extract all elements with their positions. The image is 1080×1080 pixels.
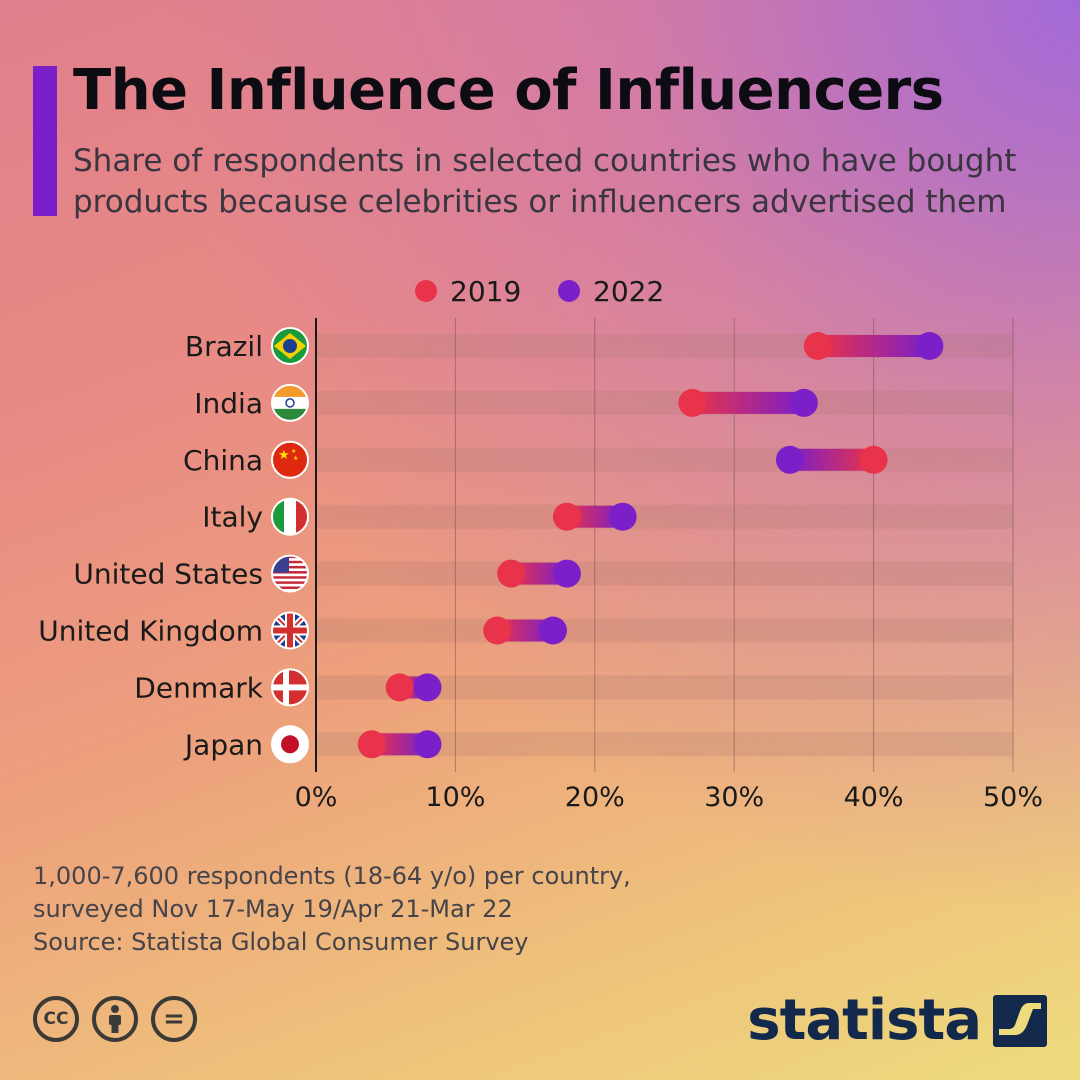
attribution-icon[interactable] (92, 996, 138, 1042)
statista-logo-icon (993, 994, 1047, 1047)
dot-2019 (552, 502, 581, 531)
category-label: Japan (183, 728, 263, 761)
category-label: Italy (202, 501, 263, 534)
category-label: United Kingdom (38, 615, 263, 648)
brazil-flag-icon (271, 327, 309, 365)
united-states-flag-icon (271, 554, 309, 593)
dot-2019 (357, 730, 386, 759)
dot-2019 (483, 616, 512, 645)
connector-bar (566, 505, 623, 528)
statista-brand[interactable]: statista (747, 988, 1047, 1053)
india-flag-icon (271, 383, 309, 422)
footer-source: Source: Statista Global Consumer Survey (33, 928, 529, 956)
dot-2022 (552, 559, 581, 588)
person-icon (109, 1005, 121, 1033)
category-label: India (194, 387, 263, 420)
x-tick-label: 40% (844, 782, 904, 813)
dot-2019 (678, 388, 707, 417)
license-icons: CC = (33, 996, 197, 1042)
row-band (316, 447, 1013, 472)
china-flag-icon: ★ ★★ (271, 440, 309, 479)
row-band (316, 561, 1013, 586)
category-label: Brazil (185, 330, 263, 363)
united-kingdom-flag-icon (271, 611, 309, 650)
footer-note: 1,000-7,600 respondents (18-64 y/o) per … (33, 862, 631, 923)
dot-2019 (385, 673, 414, 702)
row-band (316, 618, 1013, 643)
svg-text:★: ★ (291, 448, 296, 455)
x-tick-label: 10% (425, 782, 485, 813)
japan-flag-icon (271, 725, 309, 764)
category-label: Denmark (134, 671, 263, 704)
dot-2022 (915, 332, 944, 360)
row-band (316, 390, 1013, 415)
dot-2022 (413, 673, 442, 702)
svg-text:★: ★ (293, 455, 298, 462)
connector-bar (692, 391, 804, 414)
x-tick-label: 0% (295, 782, 338, 813)
category-label: China (183, 444, 263, 477)
connector-bar (789, 448, 874, 471)
title-accent-bar (33, 66, 57, 216)
italy-flag-icon (271, 497, 309, 536)
dumbbell-chart: 2019 2022 0% 10% 20% 30% 40% 50% Brazil India Ch… (38, 275, 1043, 813)
dot-2022 (538, 616, 567, 645)
chart-subtitle: Share of respondents in selected countri… (73, 143, 1017, 220)
chart-title: The Influence of Influencers (73, 58, 944, 123)
dot-2019 (497, 559, 526, 588)
no-derivatives-icon[interactable]: = (151, 996, 197, 1042)
connector-bar (817, 335, 930, 357)
denmark-flag-icon (271, 668, 309, 707)
connector-bar (497, 619, 553, 642)
creative-commons-icon[interactable]: CC (33, 996, 79, 1042)
svg-text:★: ★ (278, 448, 290, 463)
dot-2022 (775, 445, 804, 474)
dot-2019 (859, 445, 888, 474)
legend-label-2019: 2019 (450, 275, 521, 308)
dot-2022 (789, 388, 818, 417)
dot-2022 (413, 730, 442, 759)
legend-marker-2022 (558, 280, 580, 302)
category-label: United States (73, 558, 263, 591)
x-tick-label: 30% (704, 782, 764, 813)
connector-bar (371, 733, 428, 756)
legend-marker-2019 (415, 280, 437, 302)
dot-2022 (608, 502, 637, 531)
dot-2019 (803, 332, 832, 360)
connector-bar (511, 562, 567, 585)
legend-label-2022: 2022 (593, 275, 664, 308)
row-band (316, 504, 1013, 529)
x-tick-label: 50% (983, 782, 1043, 813)
x-tick-label: 20% (565, 782, 625, 813)
brand-name: statista (747, 988, 982, 1053)
